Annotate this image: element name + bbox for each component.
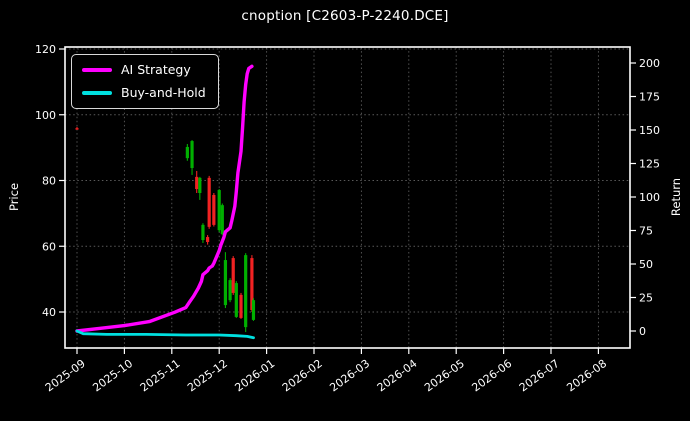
- x-tick-label: 2025-12: [185, 357, 230, 395]
- x-tick-label: 2026-08: [564, 357, 609, 395]
- y-axis-label-return: Return: [669, 177, 683, 217]
- chart-title: cnoption [C2603-P-2240.DCE]: [241, 8, 449, 24]
- candle: [228, 278, 232, 303]
- y-tick-label-left: 40: [42, 306, 56, 319]
- x-tick-label: 2025-11: [138, 357, 183, 395]
- candle: [206, 235, 210, 245]
- line-ai-strategy: [75, 64, 254, 333]
- y-tick-label-right: 200: [639, 57, 660, 70]
- line-buy-and-hold: [75, 329, 255, 340]
- candle: [195, 170, 199, 193]
- candle: [185, 144, 189, 161]
- legend-label: Buy-and-Hold: [121, 84, 206, 100]
- candle: [212, 192, 216, 227]
- y-tick-label-right: 150: [639, 124, 660, 137]
- candle: [190, 140, 194, 175]
- candle: [220, 203, 224, 236]
- legend-line-sample-icon: [82, 90, 112, 95]
- y-tick-label-left: 100: [35, 109, 56, 122]
- x-tick-label: 2026-01: [233, 357, 278, 395]
- candle: [223, 252, 228, 309]
- y-tick-label-right: 75: [639, 225, 653, 238]
- y-tick-label-right: 50: [639, 258, 653, 271]
- x-tick-label: 2026-02: [280, 357, 325, 395]
- candle: [217, 189, 221, 233]
- y-tick-label-right: 0: [639, 325, 646, 338]
- candle: [234, 281, 238, 318]
- y-tick-label-right: 100: [639, 191, 660, 204]
- y-tick-label-right: 25: [639, 292, 653, 305]
- y-tick-label-right: 175: [639, 91, 660, 104]
- series-lines: [75, 64, 255, 340]
- x-tick-label: 2025-09: [43, 357, 88, 395]
- y-tick-label-right: 125: [639, 158, 660, 171]
- y-tick-label-left: 60: [42, 240, 56, 253]
- y-tick-label-left: 80: [42, 175, 56, 188]
- x-tick-label: 2025-10: [90, 357, 135, 395]
- candle: [231, 256, 235, 295]
- legend-item-buy-and-hold: Buy-and-Hold: [82, 84, 206, 100]
- x-tick-label: 2026-06: [470, 357, 515, 395]
- legend-line-sample-icon: [82, 67, 112, 72]
- candle: [201, 223, 205, 243]
- y-axis-label-price: Price: [7, 182, 21, 212]
- candle: [251, 298, 256, 321]
- x-tick-label: 2026-03: [327, 357, 372, 395]
- candlesticks: [75, 126, 256, 333]
- candle: [239, 292, 243, 319]
- x-tick-label: 2026-07: [517, 357, 562, 395]
- x-tick-label: 2026-04: [375, 357, 420, 395]
- candle: [198, 176, 202, 200]
- candle: [75, 126, 79, 130]
- y-tick-label-left: 120: [35, 43, 56, 56]
- legend-item-ai-strategy: AI Strategy: [82, 63, 206, 77]
- legend: AI Strategy Buy-and-Hold: [71, 54, 219, 109]
- legend-label: AI Strategy: [121, 62, 191, 77]
- axis-ticks: [59, 48, 636, 354]
- candle: [244, 253, 248, 333]
- candle: [207, 175, 211, 229]
- x-tick-label: 2026-05: [422, 357, 467, 395]
